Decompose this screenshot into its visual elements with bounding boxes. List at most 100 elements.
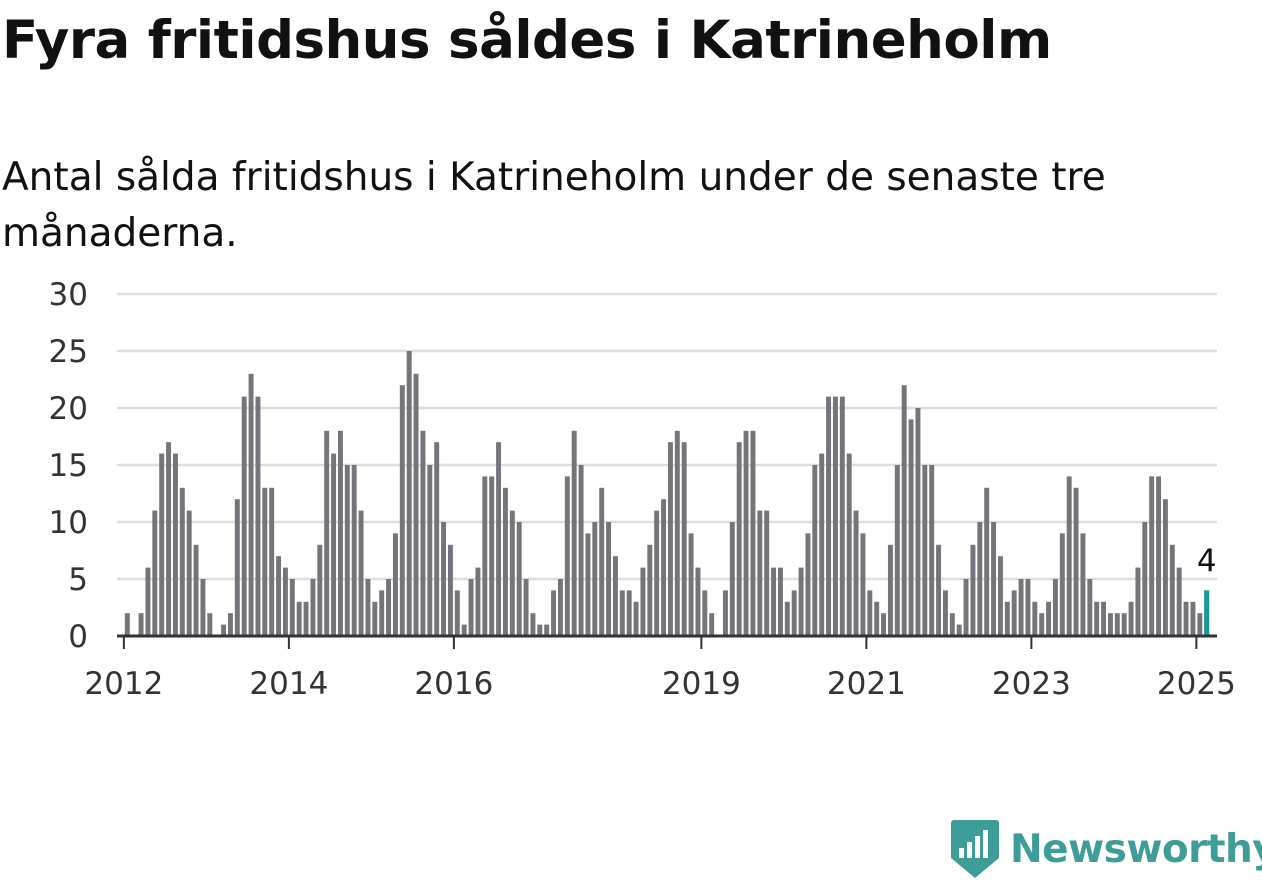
gridlines [117,292,1217,581]
bar [1004,601,1010,636]
bar [1073,487,1079,636]
bar [468,579,474,636]
bar [200,579,206,636]
bar [262,487,268,636]
bar [276,556,282,636]
bar [461,624,467,636]
bar [564,476,570,636]
bar [860,533,866,636]
bar [881,613,887,636]
bar [379,590,385,636]
y-tick-label: 0 [68,619,88,655]
bar [406,351,412,636]
bar [695,567,701,636]
bar [1135,567,1141,636]
bar [516,522,522,636]
bar [1190,601,1196,636]
bar [805,533,811,636]
bar [585,533,591,636]
bar [434,442,440,636]
newsworthy-logo-icon [951,820,999,878]
bar [523,579,529,636]
bar [227,613,233,636]
bar [441,522,447,636]
bar [977,522,983,636]
bar [1121,613,1127,636]
x-tick-label: 2023 [992,666,1071,702]
highlight-bar [1204,590,1210,636]
bar [1142,522,1148,636]
bar [633,601,639,636]
bar [1039,613,1045,636]
bar [420,430,426,636]
y-tick-label: 5 [68,562,88,598]
bar [619,590,625,636]
x-tick-label: 2016 [414,666,493,702]
bar [1107,613,1113,636]
bar [1101,601,1107,636]
bar [1032,601,1038,636]
bar [241,396,247,636]
x-tick-label: 2025 [1157,666,1236,702]
bar [791,590,797,636]
bar [681,442,687,636]
bar [674,430,680,636]
bar [832,396,838,636]
bars [124,351,1210,636]
bar [599,487,605,636]
bar [152,510,158,636]
bar [1080,533,1086,636]
bar [1052,579,1058,636]
bar [289,579,295,636]
bar [688,533,694,636]
bar [798,567,804,636]
bar [1094,601,1100,636]
y-tick-label: 30 [49,277,88,313]
bar [915,408,921,636]
bar [255,396,261,636]
bar [784,601,790,636]
bar [647,544,653,636]
x-axis: 2012 2014 2016 2019 2021 2023 2025 [84,634,1236,702]
bar [496,442,502,636]
bar [654,510,660,636]
bar [427,465,433,636]
bar [331,453,337,636]
bar [853,510,859,636]
data-labels: 4 [1197,543,1217,579]
bar [475,567,481,636]
bar [846,453,852,636]
bar [1114,613,1120,636]
bar [1018,579,1024,636]
bar [1128,601,1134,636]
bar [571,430,577,636]
y-tick-label: 25 [49,334,88,370]
bar [1149,476,1155,636]
bar [489,476,495,636]
x-tick-label: 2019 [662,666,741,702]
bar [1197,613,1203,636]
bar [413,373,419,636]
bar [812,465,818,636]
bar [722,590,728,636]
bar [997,556,1003,636]
y-tick-label: 20 [49,391,88,427]
bar [344,465,350,636]
bar [777,567,783,636]
bar [764,510,770,636]
bar [310,579,316,636]
bar [1169,544,1175,636]
bar [819,453,825,636]
bar [179,487,185,636]
bar [1059,533,1065,636]
bar [551,590,557,636]
bar [667,442,673,636]
bar [970,544,976,636]
x-tick-label: 2012 [84,666,163,702]
bar [606,522,612,636]
bar [626,590,632,636]
bar [942,590,948,636]
bar [1066,476,1072,636]
bar [317,544,323,636]
